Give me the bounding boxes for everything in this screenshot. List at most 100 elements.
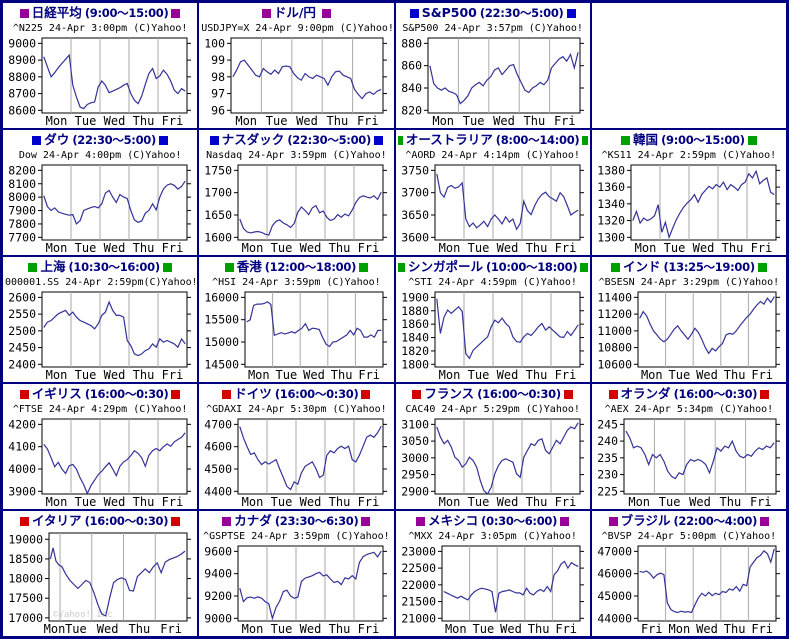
line-chart: 3900 4000 4100 4200 Mon Tue Wed Thu Fri	[8, 417, 191, 509]
chart-subtitle: ^AEX 24-Apr 5:34pm (C)Yahoo!	[604, 404, 774, 415]
line-chart: 225 230 235 240 245 Mon Tue Wed Thu Fri	[597, 417, 780, 509]
svg-text:4700: 4700	[205, 417, 233, 431]
svg-text:4000: 4000	[8, 462, 36, 476]
title-marker-left-icon	[409, 8, 419, 18]
svg-text:Wed: Wed	[300, 495, 322, 509]
svg-text:Wed: Wed	[493, 114, 515, 128]
svg-text:Thu: Thu	[329, 241, 351, 255]
title-marker-left-icon	[222, 516, 232, 526]
chart-subtitle: Dow 24-Apr 4:00pm (C)Yahoo!	[18, 150, 182, 161]
title-marker-right-icon	[361, 389, 371, 399]
market-hours: (23:30〜6:30)	[274, 514, 359, 528]
svg-text:1860: 1860	[401, 317, 429, 331]
svg-text:3600: 3600	[401, 230, 429, 244]
svg-text:2500: 2500	[8, 324, 36, 338]
empty-cell	[590, 2, 787, 129]
title-marker-right-icon	[563, 389, 573, 399]
svg-text:Mon: Mon	[46, 368, 68, 382]
svg-text:1900: 1900	[401, 290, 429, 304]
market-chart-cell[interactable]: ドイツ (16:00〜0:30) ^GDAXI 24-Apr 5:30pm (C)…	[198, 383, 395, 510]
svg-text:22000: 22000	[401, 578, 436, 592]
title-marker-left-icon	[608, 516, 618, 526]
svg-text:Fri: Fri	[358, 622, 380, 636]
svg-text:Tue: Tue	[65, 622, 87, 636]
svg-text:2450: 2450	[8, 341, 36, 355]
chart-area: 4400 4500 4600 4700 Mon Tue Wed Thu Fri	[201, 416, 391, 509]
svg-text:Tue: Tue	[75, 495, 97, 509]
svg-text:9000: 9000	[205, 611, 233, 625]
svg-text:Wed: Wed	[496, 495, 518, 509]
chart-subtitle: ^HSI 24-Apr 3:59pm (C)Yahoo!	[212, 277, 381, 288]
svg-text:Fri: Fri	[751, 368, 773, 382]
market-title: メキシコ	[428, 513, 479, 528]
svg-text:46000: 46000	[597, 567, 632, 581]
svg-text:Thu: Thu	[133, 495, 155, 509]
svg-text:Fri: Fri	[554, 495, 576, 509]
svg-text:Tue: Tue	[271, 241, 293, 255]
title-marker-right-icon	[158, 135, 168, 145]
market-chart-cell[interactable]: S&P500 (22:30〜5:00) S&P500 24-Apr 3:57pm …	[394, 2, 591, 129]
svg-text:17500: 17500	[8, 591, 43, 605]
market-chart-cell[interactable]: 香港 (12:00〜18:00) ^HSI 24-Apr 3:59pm (C)Ya…	[198, 256, 395, 383]
market-chart-cell[interactable]: 上海 (10:30〜16:00) 000001.SS 24-Apr 2:59pm(…	[2, 256, 199, 383]
svg-text:14500: 14500	[205, 357, 240, 371]
market-chart-cell[interactable]: カナダ (23:30〜6:30) ^GSPTSE 24-Apr 3:59pm (C…	[198, 510, 395, 637]
market-chart-cell[interactable]: メキシコ (0:30〜6:00) ^MXX 24-Apr 3:05pm (C)Ya…	[394, 510, 591, 637]
market-title-row: ドル/円	[201, 4, 391, 22]
svg-text:1880: 1880	[401, 304, 429, 318]
svg-text:Fri: Fri	[553, 114, 575, 128]
chart-subtitle: ^MXX 24-Apr 3:05pm (C)Yahoo!	[408, 531, 577, 542]
market-chart-cell[interactable]: ブラジル (22:00〜4:00) ^BVSP 24-Apr 5:00pm (C)…	[590, 510, 787, 637]
chart-area: 96 97 98 99 100 Mon Tue Wed Thu Fri	[201, 35, 391, 128]
svg-text:Thu: Thu	[133, 368, 155, 382]
svg-text:1700: 1700	[205, 186, 233, 200]
svg-text:9400: 9400	[205, 567, 233, 581]
market-chart-cell[interactable]: フランス (16:00〜0:30) CAC40 24-Apr 5:29pm (C)…	[394, 383, 591, 510]
svg-text:Mon: Mon	[242, 495, 264, 509]
svg-text:Mon: Mon	[46, 495, 68, 509]
market-chart-cell[interactable]: 韓国 (9:00〜15:00) ^KS11 24-Apr 2:59pm (C)Ya…	[590, 129, 787, 256]
title-marker-right-icon	[361, 516, 371, 526]
svg-text:4500: 4500	[205, 462, 233, 476]
market-chart-cell[interactable]: ナスダック (22:30〜5:00) Nasdaq 24-Apr 3:59pm (…	[198, 129, 395, 256]
title-marker-right-icon	[373, 135, 383, 145]
svg-text:3100: 3100	[401, 417, 429, 431]
market-chart-cell[interactable]: イギリス (16:00〜0:30) ^FTSE 24-Apr 4:29pm (C)…	[2, 383, 199, 510]
title-marker-left-icon	[412, 389, 422, 399]
market-title: ドイツ	[234, 386, 272, 401]
title-marker-right-icon	[747, 135, 757, 145]
market-chart-cell[interactable]: 日経平均 (9:00〜15:00) ^N225 24-Apr 3:00pm (C)…	[2, 2, 199, 129]
svg-text:1750: 1750	[205, 163, 233, 177]
market-chart-cell[interactable]: ドル/円 USDJPY=X 24-Apr 9:00pm (C)Yahoo! 96…	[198, 2, 395, 129]
svg-text:Wed: Wed	[696, 622, 718, 636]
market-hours: (16:00〜0:30)	[274, 387, 359, 401]
svg-text:Tue: Tue	[467, 368, 489, 382]
market-chart-cell[interactable]: ダウ (22:30〜5:00) Dow 24-Apr 4:00pm (C)Yaho…	[2, 129, 199, 256]
svg-text:11000: 11000	[597, 324, 632, 338]
svg-text:4100: 4100	[8, 440, 36, 454]
market-chart-cell[interactable]: イタリア (16:00〜0:30) 17000 17500 18000 18500 190…	[2, 510, 199, 637]
svg-text:8800: 8800	[8, 70, 36, 84]
svg-text:235: 235	[597, 451, 618, 465]
svg-text:Tue: Tue	[668, 368, 690, 382]
market-chart-cell[interactable]: オランダ (16:00〜0:30) ^AEX 24-Apr 5:34pm (C)Y…	[590, 383, 787, 510]
svg-text:18000: 18000	[8, 572, 43, 586]
svg-text:Mon: Mon	[242, 241, 264, 255]
svg-text:Thu: Thu	[327, 114, 349, 128]
svg-text:22500: 22500	[401, 561, 436, 575]
line-chart: 44000 45000 46000 47000 Fri Mon Wed Thu Fri	[597, 544, 780, 636]
svg-text:19000: 19000	[8, 532, 43, 546]
market-chart-cell[interactable]: インド (13:25〜19:00) ^BSESN 24-Apr 3:29pm (C…	[590, 256, 787, 383]
title-marker-left-icon	[416, 516, 426, 526]
market-chart-cell[interactable]: シンガポール (10:00〜18:00) ^STI 24-Apr 4:59pm (…	[394, 256, 591, 383]
svg-text:Tue: Tue	[75, 241, 97, 255]
svg-text:3000: 3000	[401, 451, 429, 465]
svg-text:Mon: Mon	[438, 368, 460, 382]
svg-text:230: 230	[597, 468, 618, 482]
chart-area: 820 840 860 880 Mon Tue Wed Thu Fri	[398, 35, 588, 128]
market-hours: (16:00〜0:30)	[84, 514, 169, 528]
market-chart-cell[interactable]: オーストラリア (8:00〜14:00) ^AORD 24-Apr 4:14pm …	[394, 129, 591, 256]
svg-text:Wed: Wed	[496, 368, 518, 382]
title-marker-right-icon	[171, 8, 181, 18]
market-title-row: フランス (16:00〜0:30)	[398, 385, 588, 403]
